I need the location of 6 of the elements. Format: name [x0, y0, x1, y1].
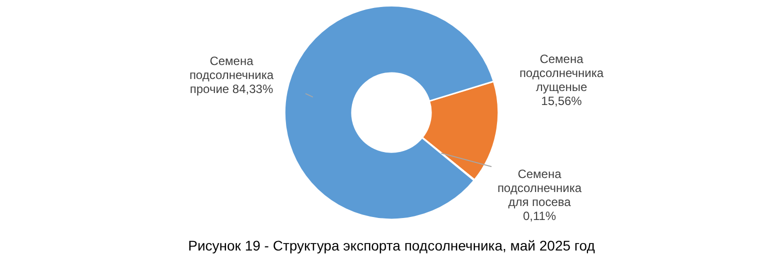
text: Рисунок 19 - Структура экспорта подсолнечника, май 2025 год — [188, 237, 595, 254]
data-label: 0,11% — [522, 208, 556, 223]
data-label: 15,56% — [541, 94, 582, 108]
slice-label: Семена подсолнечника для посева — [497, 166, 582, 209]
slice-label: Семена подсолнечника прочие 84,33% — [189, 54, 274, 96]
slice-label: Семена подсолнечника лущеные — [519, 52, 604, 94]
